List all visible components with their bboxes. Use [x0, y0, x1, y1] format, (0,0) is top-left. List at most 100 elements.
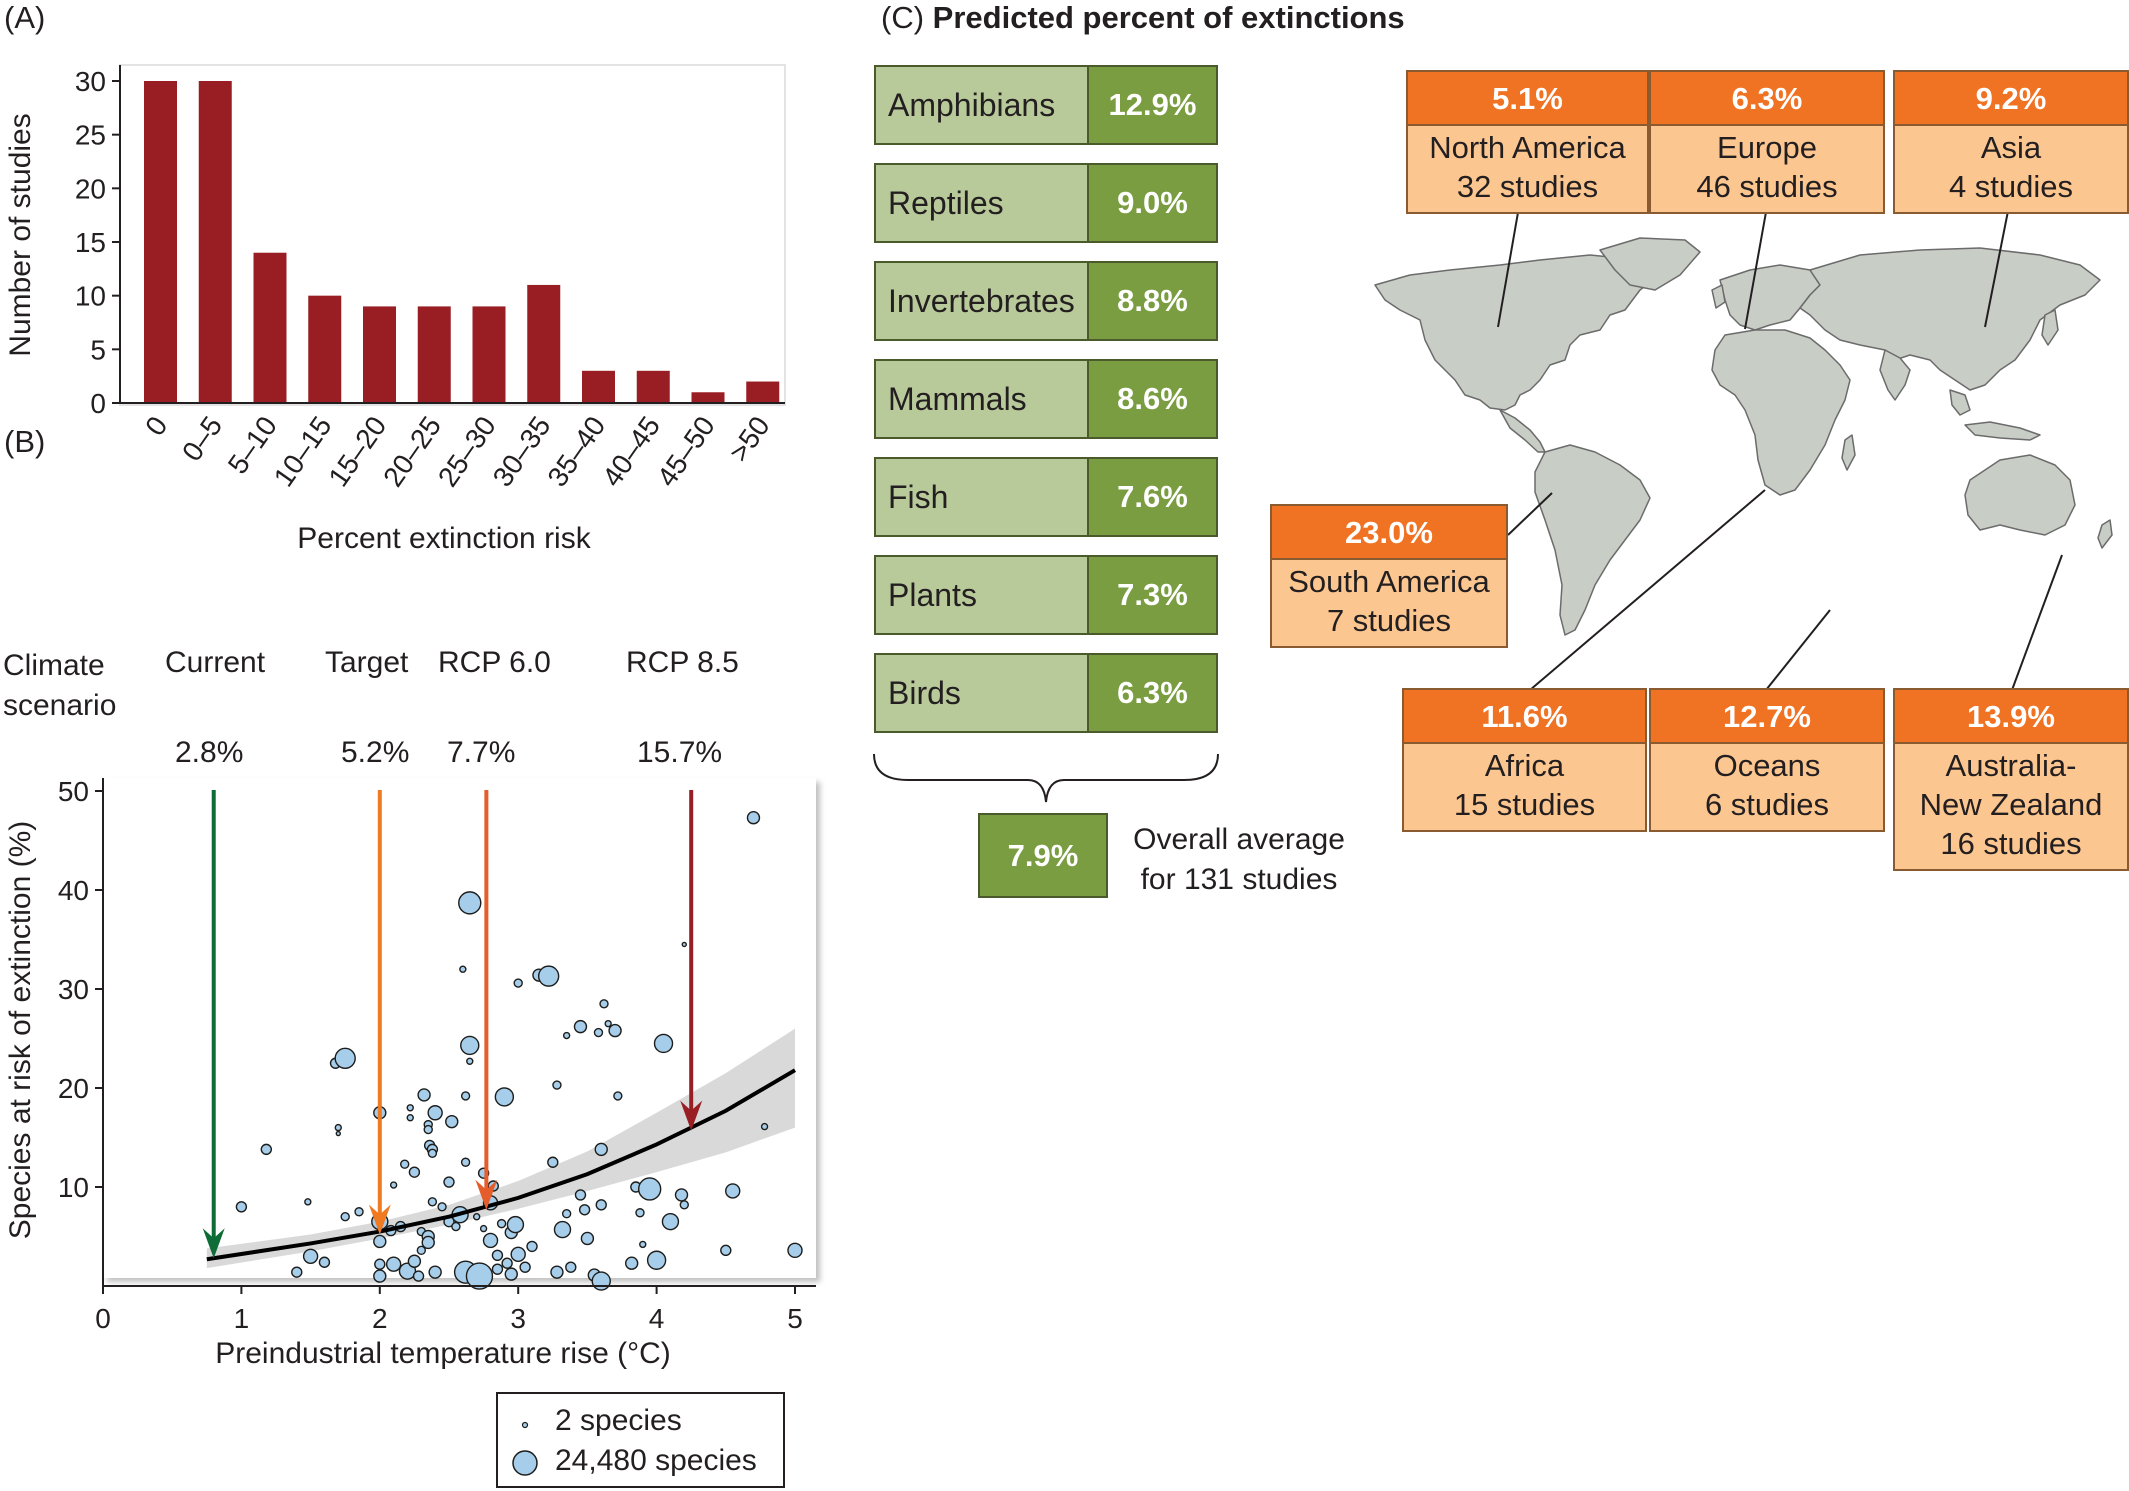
overall-average-label: Overall average for 131 studies: [1124, 820, 1354, 900]
taxon-value: 6.3%: [1089, 655, 1216, 731]
panel-label-b: (B): [4, 424, 46, 459]
data-point: [437, 1202, 447, 1212]
data-point: [593, 1027, 604, 1038]
data-point: [389, 1181, 398, 1189]
panel-label-a: (A): [4, 0, 46, 35]
data-point: [504, 1267, 518, 1281]
x-axis-label-b: Preindustrial temperature rise (°C): [215, 1337, 670, 1370]
y-tick-label: 5: [90, 334, 106, 365]
scenario-arrowhead: [475, 1179, 498, 1210]
region-studies: 4 studies: [1948, 169, 2074, 204]
data-point: [482, 1232, 499, 1249]
bar: [253, 252, 287, 403]
scenario-value-current: 2.8%: [175, 736, 244, 769]
scenario-arrowhead: [202, 1228, 225, 1259]
data-point: [302, 1248, 319, 1264]
y-axis-label-a: Number of studies: [4, 113, 37, 356]
overall-label-line2: for 131 studies: [1140, 863, 1338, 896]
y-tick-label: 10: [58, 1172, 89, 1203]
scenario-name-rcp60: RCP 6.0: [438, 646, 551, 679]
bar: [636, 370, 670, 403]
data-point: [408, 1166, 421, 1178]
data-point: [637, 1177, 662, 1201]
taxon-row-mammals: Mammals 8.6%: [874, 359, 1218, 439]
x-tick-label: 1: [234, 1303, 250, 1334]
data-point: [427, 1105, 443, 1121]
x-axis-label-a: Percent extinction risk: [297, 522, 591, 555]
uk-shape: [1711, 284, 1726, 309]
region-name: Africa: [1484, 748, 1565, 783]
data-point: [406, 1104, 414, 1112]
size-legend: 2 species 24,480 species: [496, 1392, 785, 1488]
bar: [417, 306, 451, 403]
data-point: [674, 1188, 689, 1202]
data-point: [547, 1156, 559, 1168]
data-point: [465, 1262, 494, 1290]
region-pct: 12.7%: [1651, 690, 1883, 744]
data-point: [639, 1240, 647, 1249]
taxon-name: Plants: [876, 557, 1089, 633]
region-pct: 13.9%: [1895, 690, 2127, 744]
taxon-value: 9.0%: [1089, 165, 1216, 241]
taxon-row-fish: Fish 7.6%: [874, 457, 1218, 537]
data-point: [427, 1197, 438, 1207]
data-point: [720, 1244, 732, 1257]
x-tick-label: 3: [510, 1303, 526, 1334]
africa-shape: [1711, 329, 1851, 496]
data-point: [427, 1148, 438, 1159]
region-pct: 6.3%: [1651, 72, 1883, 126]
data-point: [787, 1242, 803, 1259]
region-pct: 5.1%: [1408, 72, 1647, 126]
region-name-line2: New Zealand: [1919, 787, 2103, 822]
data-point: [661, 1212, 680, 1231]
data-point: [458, 891, 482, 915]
region-pct: 23.0%: [1272, 506, 1506, 560]
taxon-value: 7.3%: [1089, 557, 1216, 633]
data-point: [646, 1250, 667, 1270]
x-tick-label: 4: [649, 1303, 665, 1334]
data-point: [510, 1246, 526, 1263]
y-tick-label: 20: [58, 1073, 89, 1104]
region-europe: 6.3% Europe 46 studies: [1649, 70, 1885, 214]
data-point: [451, 1221, 461, 1232]
taxon-value: 7.6%: [1089, 459, 1216, 535]
data-point: [373, 1234, 387, 1249]
data-point: [760, 1122, 769, 1131]
data-point: [519, 1261, 531, 1273]
taxon-value: 8.6%: [1089, 361, 1216, 437]
data-point: [624, 1256, 639, 1270]
data-point: [746, 811, 761, 825]
data-point: [526, 1240, 538, 1253]
x-tick-label: 5: [787, 1303, 803, 1334]
data-point: [604, 1019, 612, 1028]
region-studies: 46 studies: [1696, 169, 1838, 204]
data-point: [460, 1091, 471, 1101]
new-zealand-shape: [2097, 519, 2113, 549]
data-point: [417, 1088, 431, 1102]
greenland-shape: [1599, 237, 1701, 291]
data-point: [479, 1224, 488, 1233]
region-asia: 9.2% Asia 4 studies: [1893, 70, 2129, 214]
world-map: [1374, 237, 2113, 636]
legend-large-circle: [512, 1450, 538, 1476]
taxon-name: Birds: [876, 655, 1089, 731]
indonesia-shape: [1964, 421, 2041, 441]
data-point: [491, 1263, 504, 1275]
taxon-name: Fish: [876, 459, 1089, 535]
y-tick-label: 50: [58, 776, 89, 807]
bar: [308, 295, 342, 403]
data-point: [580, 1231, 595, 1246]
scenario-value-rcp60: 7.7%: [447, 736, 516, 769]
data-point: [374, 1258, 386, 1270]
region-pct: 11.6%: [1404, 690, 1645, 744]
data-point: [428, 1265, 442, 1279]
scenario-name-target: Target: [325, 646, 409, 679]
taxon-name: Mammals: [876, 361, 1089, 437]
data-point: [552, 1080, 562, 1090]
data-point: [460, 1157, 471, 1167]
legend-small-circle: [521, 1421, 529, 1429]
y-tick-label: 30: [75, 66, 106, 97]
overall-average-value: 7.9%: [978, 813, 1108, 898]
madagascar-shape: [1841, 434, 1856, 471]
